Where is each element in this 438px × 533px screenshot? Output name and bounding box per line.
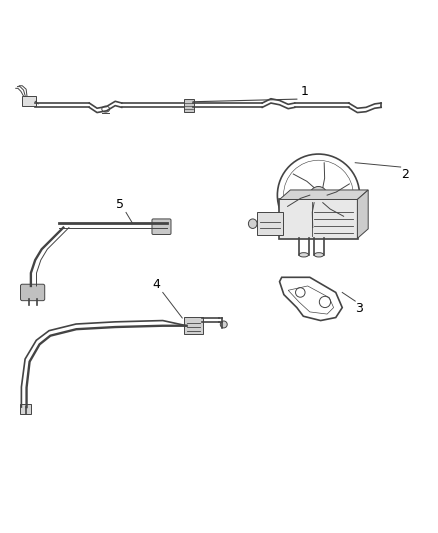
FancyBboxPatch shape <box>21 284 45 301</box>
FancyBboxPatch shape <box>257 213 283 235</box>
Ellipse shape <box>314 253 324 257</box>
Ellipse shape <box>248 219 257 229</box>
Text: 5: 5 <box>116 198 124 211</box>
Text: 4: 4 <box>153 278 161 291</box>
FancyBboxPatch shape <box>279 199 358 239</box>
Polygon shape <box>357 190 368 238</box>
FancyBboxPatch shape <box>22 96 35 106</box>
Polygon shape <box>279 190 368 199</box>
Circle shape <box>315 192 322 199</box>
Ellipse shape <box>299 253 308 257</box>
FancyBboxPatch shape <box>20 404 32 414</box>
FancyBboxPatch shape <box>184 99 194 112</box>
Circle shape <box>220 321 227 328</box>
Text: 2: 2 <box>401 168 409 181</box>
Circle shape <box>310 187 327 204</box>
Text: 3: 3 <box>355 302 363 315</box>
FancyBboxPatch shape <box>152 219 171 235</box>
FancyBboxPatch shape <box>184 317 202 334</box>
Text: 1: 1 <box>301 85 309 98</box>
